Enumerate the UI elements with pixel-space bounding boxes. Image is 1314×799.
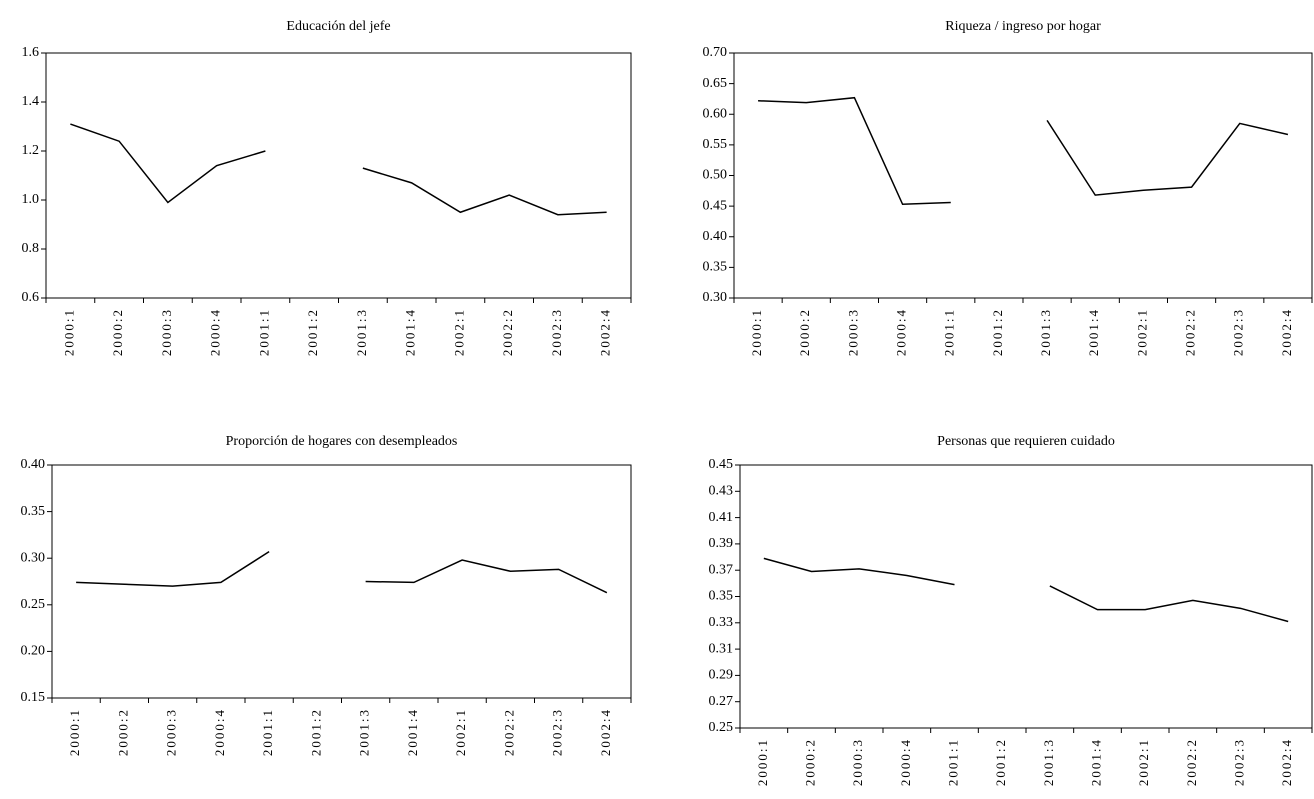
x-tick-label: 2000:1 <box>755 738 770 786</box>
x-tick-label: 2000:4 <box>208 308 223 356</box>
x-tick-label: 2002:4 <box>1279 738 1294 786</box>
y-tick-label: 0.35 <box>709 589 734 604</box>
x-tick-label: 2001:3 <box>357 708 372 756</box>
x-tick-label: 2001:4 <box>405 708 420 756</box>
y-tick-label: 0.50 <box>703 168 728 183</box>
x-tick-label: 2001:1 <box>256 308 271 356</box>
y-tick-label: 0.29 <box>709 668 734 683</box>
x-tick-label: 2002:3 <box>549 308 564 356</box>
x-tick-label: 2001:4 <box>1088 738 1103 786</box>
y-tick-label: 0.15 <box>21 690 46 705</box>
y-tick-label: 1.6 <box>22 45 40 60</box>
y-tick-label: 0.45 <box>703 198 728 213</box>
x-tick-label: 2002:4 <box>598 308 613 356</box>
x-tick-label: 2000:4 <box>898 738 913 786</box>
chart-title: Proporción de hogares con desempleados <box>226 434 458 449</box>
chart-title: Educación del jefe <box>286 19 390 34</box>
x-tick-label: 2002:3 <box>1231 738 1246 786</box>
x-tick-label: 2002:1 <box>453 708 468 756</box>
x-tick-label: 2000:2 <box>110 308 125 356</box>
x-tick-label: 2000:1 <box>67 708 82 756</box>
x-tick-label: 2002:1 <box>1136 738 1151 786</box>
x-tick-label: 2001:1 <box>942 308 957 356</box>
y-tick-label: 0.40 <box>21 457 46 472</box>
y-tick-label: 0.65 <box>703 76 728 91</box>
x-tick-label: 2002:2 <box>501 708 516 756</box>
y-tick-label: 0.39 <box>709 536 734 551</box>
y-tick-label: 0.30 <box>703 290 728 305</box>
x-tick-label: 2000:4 <box>894 308 909 356</box>
x-tick-label: 2002:1 <box>1134 308 1149 356</box>
x-tick-label: 2001:3 <box>1041 738 1056 786</box>
x-tick-label: 2000:2 <box>802 738 817 786</box>
y-tick-label: 1.0 <box>22 192 40 207</box>
x-tick-label: 2000:2 <box>115 708 130 756</box>
x-tick-label: 2000:3 <box>850 738 865 786</box>
x-tick-label: 2002:4 <box>598 708 613 756</box>
y-tick-label: 1.4 <box>22 94 40 109</box>
x-tick-label: 2001:3 <box>1038 308 1053 356</box>
x-tick-label: 2000:4 <box>212 708 227 756</box>
x-tick-label: 2002:2 <box>1183 308 1198 356</box>
y-tick-label: 0.27 <box>709 694 734 709</box>
y-tick-label: 1.2 <box>22 143 40 158</box>
x-tick-label: 2000:1 <box>61 308 76 356</box>
y-tick-label: 0.6 <box>22 290 40 305</box>
x-tick-label: 2000:3 <box>159 308 174 356</box>
plot-area <box>45 52 632 299</box>
y-tick-label: 0.35 <box>21 504 46 519</box>
y-tick-label: 0.60 <box>703 106 728 121</box>
y-tick-label: 0.41 <box>709 510 734 525</box>
x-tick-label: 2002:2 <box>1184 738 1199 786</box>
x-tick-label: 2000:2 <box>797 308 812 356</box>
y-tick-label: 0.35 <box>703 260 728 275</box>
x-tick-label: 2001:4 <box>1086 308 1101 356</box>
x-tick-label: 2001:1 <box>945 738 960 786</box>
x-tick-label: 2001:2 <box>305 308 320 356</box>
x-tick-label: 2001:2 <box>308 708 323 756</box>
x-tick-label: 2000:3 <box>845 308 860 356</box>
data-line <box>758 96 1289 206</box>
chart-title: Riqueza / ingreso por hogar <box>945 19 1101 34</box>
x-tick-label: 2002:4 <box>1279 308 1294 356</box>
data-line <box>76 551 608 594</box>
y-tick-label: 0.33 <box>709 615 734 630</box>
plot-area <box>51 464 632 699</box>
x-tick-label: 2000:3 <box>164 708 179 756</box>
y-tick-label: 0.31 <box>709 641 734 656</box>
data-line <box>763 557 1289 623</box>
y-tick-label: 0.55 <box>703 137 728 152</box>
plot-area <box>739 464 1313 729</box>
y-tick-label: 0.30 <box>21 550 46 565</box>
chart-title: Personas que requieren cuidado <box>937 434 1115 449</box>
x-tick-label: 2002:3 <box>1231 308 1246 356</box>
x-tick-label: 2002:3 <box>550 708 565 756</box>
y-tick-label: 0.37 <box>709 562 734 577</box>
y-tick-label: 0.25 <box>21 597 46 612</box>
x-tick-label: 2001:4 <box>403 308 418 356</box>
y-tick-label: 0.25 <box>709 720 734 735</box>
y-tick-label: 0.8 <box>22 241 40 256</box>
y-tick-label: 0.20 <box>21 644 46 659</box>
y-tick-label: 0.43 <box>709 484 734 499</box>
x-tick-label: 2001:2 <box>993 738 1008 786</box>
y-tick-label: 0.40 <box>703 229 728 244</box>
data-line <box>70 123 607 216</box>
x-tick-label: 2001:2 <box>990 308 1005 356</box>
plot-area <box>733 52 1313 299</box>
x-tick-label: 2000:1 <box>749 308 764 356</box>
x-tick-label: 2001:1 <box>260 708 275 756</box>
x-tick-label: 2001:3 <box>354 308 369 356</box>
x-tick-label: 2002:1 <box>451 308 466 356</box>
x-tick-label: 2002:2 <box>500 308 515 356</box>
y-tick-label: 0.45 <box>709 457 734 472</box>
y-tick-label: 0.70 <box>703 45 728 60</box>
